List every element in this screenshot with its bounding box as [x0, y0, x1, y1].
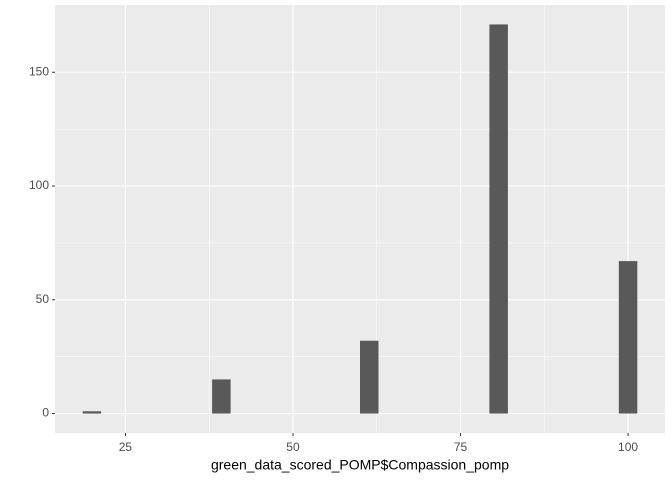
x-tick-label: 50 — [286, 440, 300, 454]
y-tick-label: 0 — [42, 406, 49, 420]
bar — [212, 379, 231, 414]
x-tick-label: 25 — [119, 440, 133, 454]
y-tick-label: 50 — [36, 292, 50, 306]
x-tick-label: 100 — [618, 440, 638, 454]
bar — [82, 411, 102, 414]
x-axis-title: green_data_scored_POMP$Compassion_pomp — [211, 457, 509, 473]
y-tick-label: 150 — [29, 64, 49, 78]
x-tick-label: 75 — [454, 440, 468, 454]
bar — [360, 340, 379, 414]
bar — [618, 261, 638, 414]
bar — [489, 24, 508, 414]
y-tick-label: 100 — [29, 178, 49, 192]
